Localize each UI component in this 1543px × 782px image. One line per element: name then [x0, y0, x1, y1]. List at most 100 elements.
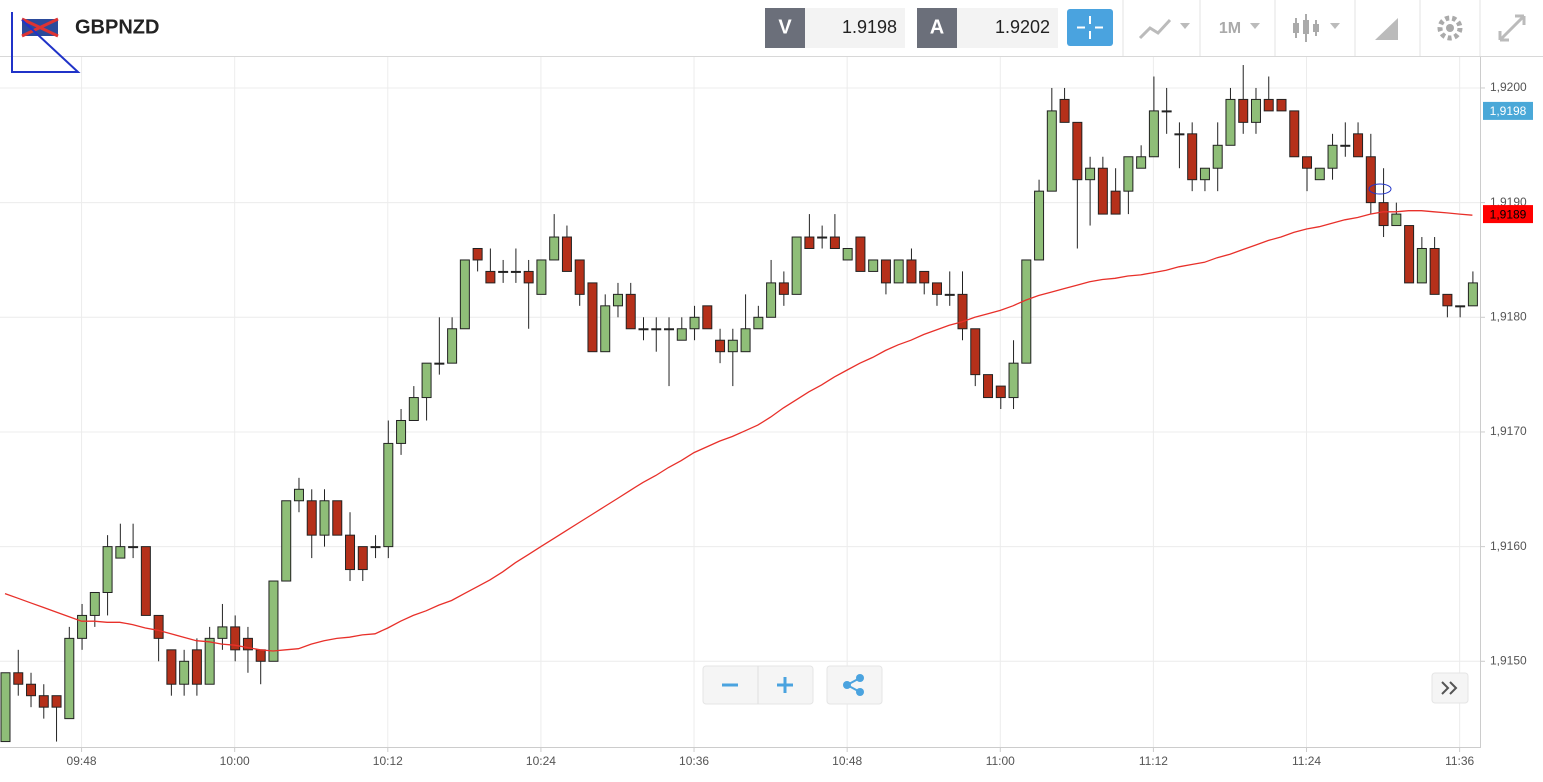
candle-body — [1085, 167, 1096, 181]
candle-body — [1442, 293, 1453, 307]
candle-body — [587, 282, 598, 353]
candle-body — [664, 328, 675, 331]
cursor-marker — [1368, 183, 1392, 195]
timeframe-caret[interactable] — [1250, 23, 1260, 29]
drawing-icon[interactable] — [1375, 18, 1398, 40]
moving-average — [4, 210, 1473, 652]
candle-body — [1263, 98, 1274, 112]
candle-body — [804, 236, 815, 249]
candle-body — [1123, 156, 1134, 192]
y-tick-label: 1,9150 — [1490, 653, 1527, 667]
settings-icon[interactable] — [1437, 15, 1463, 41]
x-tick-label: 11:24 — [1292, 754, 1321, 768]
candle-body — [1250, 98, 1261, 123]
candle-body — [1097, 167, 1108, 215]
y-tick-label: 1,9200 — [1490, 80, 1527, 94]
candle-body — [906, 259, 917, 284]
candle-body — [817, 236, 828, 239]
candle-body — [0, 672, 11, 743]
candle-body — [995, 385, 1006, 399]
candle-body — [1302, 156, 1313, 169]
ask-letter[interactable]: A — [930, 16, 944, 38]
candle-body — [230, 626, 241, 651]
candle-body — [1314, 167, 1325, 181]
settings-hub[interactable] — [1446, 24, 1454, 32]
candle-body — [944, 293, 955, 296]
candle-icon-bodies[interactable] — [1293, 20, 1319, 34]
bid-marker — [1483, 101, 1533, 120]
bid-price[interactable]: 1.9198 — [842, 17, 897, 37]
crosshair-button[interactable] — [1067, 9, 1113, 46]
candle-body — [880, 259, 891, 284]
candle-body — [166, 649, 177, 685]
ma-marker-label: 1,9189 — [1490, 207, 1527, 221]
candle-body — [1148, 110, 1159, 158]
candle-body — [574, 259, 585, 295]
drawing-triangle — [11, 12, 81, 73]
x-tick-label: 11:00 — [986, 754, 1015, 768]
share-dot — [843, 681, 851, 689]
candle-body — [115, 546, 126, 559]
indicator-icon[interactable] — [1138, 18, 1172, 40]
crosshair-icon — [1077, 16, 1103, 39]
scroll-end-button[interactable] — [1431, 672, 1469, 704]
timeframe[interactable]: 1M — [1219, 20, 1241, 37]
candle-body — [191, 649, 202, 685]
candle-body — [1340, 144, 1351, 147]
symbol: GBPNZD — [75, 16, 159, 38]
candle-body — [102, 546, 113, 593]
candle-body — [1136, 156, 1147, 169]
candle-body — [957, 293, 968, 330]
candle-body — [638, 328, 649, 331]
x-tick-label: 11:12 — [1139, 754, 1168, 768]
zoom-icons[interactable] — [722, 677, 793, 693]
candle-body — [281, 500, 292, 582]
candle-body — [1225, 98, 1236, 146]
ma-marker — [1483, 205, 1533, 224]
candle-body — [727, 339, 738, 353]
candle-body — [893, 259, 904, 284]
candle-body — [1378, 202, 1389, 227]
share-button[interactable] — [826, 665, 883, 705]
candle-body — [600, 305, 611, 353]
candle-body — [383, 442, 394, 548]
candle-body — [931, 282, 942, 295]
candle-body — [1289, 110, 1300, 158]
fullscreen-icon[interactable] — [1498, 14, 1526, 42]
candle-body — [217, 626, 228, 639]
candle-body — [64, 637, 75, 720]
candle-body — [842, 247, 853, 261]
chart-type-caret[interactable] — [1330, 23, 1340, 29]
candle-body — [715, 339, 726, 353]
candle-body — [319, 500, 330, 536]
candle-body — [128, 546, 139, 549]
candle-body — [855, 236, 866, 272]
candle-body — [51, 695, 62, 708]
candle-body — [766, 282, 777, 318]
candle-body — [1365, 156, 1376, 204]
ask-box[interactable] — [957, 8, 1058, 48]
candle-body — [306, 500, 317, 536]
share-dot — [856, 688, 864, 696]
candle-body — [561, 236, 572, 272]
candle-body — [1404, 225, 1415, 284]
indicator-caret[interactable] — [1180, 23, 1190, 29]
ask-price[interactable]: 1.9202 — [995, 17, 1050, 37]
candle-body — [1212, 144, 1223, 169]
candle-body — [1072, 121, 1083, 181]
candle-body — [13, 672, 24, 685]
y-tick-label: 1,9170 — [1490, 424, 1527, 438]
bid-letter-box[interactable] — [765, 8, 805, 48]
x-tick-label: 11:36 — [1445, 754, 1474, 768]
candle-body — [434, 362, 445, 365]
toolbar-separators — [1122, 0, 1481, 56]
bid-letter[interactable]: V — [778, 16, 792, 38]
candle-body — [549, 236, 560, 261]
bid-box[interactable] — [805, 8, 905, 48]
candle-body — [1161, 110, 1172, 113]
x-tick-label: 10:24 — [526, 754, 556, 768]
candle-body — [421, 362, 432, 399]
ask-letter-box[interactable] — [917, 8, 957, 48]
candle-body — [293, 488, 304, 502]
y-tick-label: 1,9160 — [1490, 539, 1527, 553]
